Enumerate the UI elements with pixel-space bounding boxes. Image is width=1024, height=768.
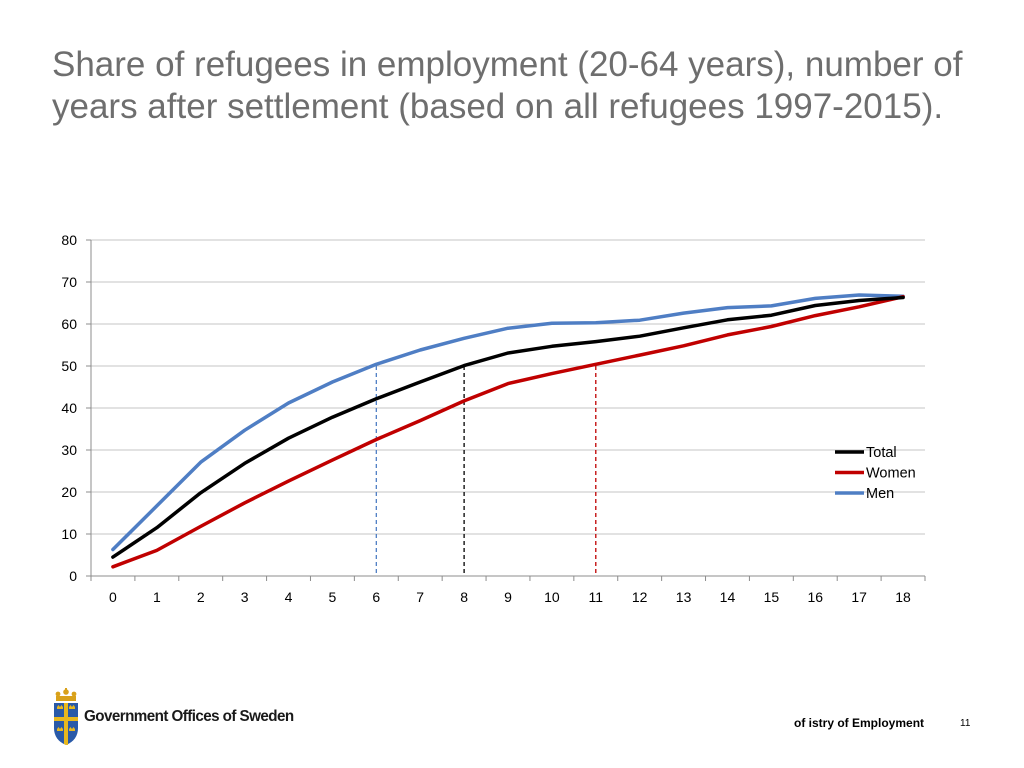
x-tick-label: 2 (197, 589, 205, 605)
slide-title-line-2: years after settlement (based on all ref… (52, 87, 944, 126)
x-tick-label: 13 (676, 589, 692, 605)
x-tick-label: 8 (460, 589, 468, 605)
x-tick-label: 15 (764, 589, 780, 605)
x-tick-label: 11 (589, 589, 604, 605)
x-tick-label: 3 (241, 589, 249, 605)
y-tick-label: 80 (61, 232, 77, 248)
x-tick-label: 7 (416, 589, 424, 605)
slide-title: Share of refugees in employment (20-64 y… (52, 44, 992, 128)
x-tick-label: 10 (544, 589, 560, 605)
organization-name: Government Offices of Sweden (84, 708, 294, 725)
page-number: 11 (960, 718, 971, 729)
x-tick-label: 1 (153, 589, 161, 605)
slide-title-line-1: Share of refugees in employment (20-64 y… (52, 45, 963, 84)
crown-shield-icon (54, 688, 78, 745)
x-tick-label: 0 (109, 589, 117, 605)
legend-label-women: Women (866, 466, 916, 482)
y-tick-label: 60 (61, 316, 77, 332)
series-line-total (111, 295, 905, 559)
series-line-men (111, 293, 905, 552)
x-tick-label: 18 (895, 589, 911, 605)
x-tick-label: 6 (372, 589, 380, 605)
y-tick-label: 30 (61, 442, 77, 458)
ministry-name: of istry of Employment (794, 716, 925, 730)
y-tick-label: 20 (61, 484, 77, 500)
x-tick-label: 5 (329, 589, 337, 605)
x-tick-label: 16 (807, 589, 823, 605)
legend-label-men: Men (866, 486, 894, 502)
x-tick-label: 9 (504, 589, 512, 605)
y-tick-label: 10 (61, 526, 77, 542)
legend-label-total: Total (866, 445, 897, 461)
series-line-women (111, 294, 905, 569)
x-tick-label: 4 (285, 589, 293, 605)
x-tick-label: 17 (851, 589, 867, 605)
y-tick-label: 40 (61, 400, 77, 416)
y-tick-label: 70 (61, 274, 77, 290)
y-tick-label: 0 (69, 568, 77, 584)
y-tick-label: 50 (61, 358, 77, 374)
x-tick-label: 14 (720, 589, 736, 605)
x-tick-label: 12 (632, 589, 648, 605)
